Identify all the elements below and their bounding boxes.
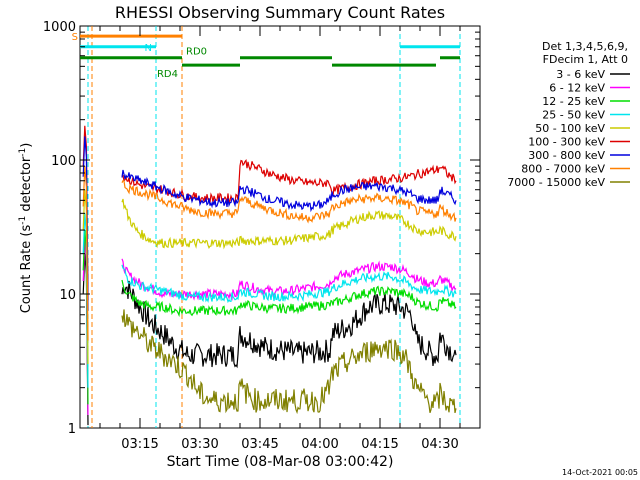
plot-frame [79, 25, 481, 429]
y-tick-label: 10 [59, 288, 76, 303]
x-tick-label: 03:30 [181, 437, 218, 452]
series-lines [82, 125, 457, 426]
x-tick-label: 04:00 [301, 437, 338, 452]
y-axis-label: Count Rate (s-1 detector-1) [18, 143, 34, 314]
x-tick-label: 04:15 [361, 437, 398, 452]
legend-header-line1: Det 1,3,4,5,6,9, [542, 40, 628, 53]
y-axis-label-main: Count Rate (s [19, 225, 34, 314]
axes: 1 10 100 1000 03:15 03:30 03:45 04:00 04:15 04:30 [43, 20, 480, 452]
legend-item-label: 800 - 7000 keV [521, 163, 605, 176]
flag-bars: S N RD0 RD4 [72, 32, 460, 80]
series-line-50-100 [121, 198, 457, 250]
chart-title: RHESSI Observing Summary Count Rates [115, 3, 445, 22]
flag-label-s: S [72, 32, 78, 43]
y-tick-label: 1000 [43, 20, 76, 35]
legend-item-label: 7000 - 15000 keV [507, 176, 605, 189]
legend-item-label: 300 - 800 keV [528, 149, 605, 162]
flag-label-n: N [145, 43, 152, 54]
x-tick-label: 04:30 [421, 437, 458, 452]
legend-item-label: 6 - 12 keV [549, 82, 605, 95]
series-line-25-50 [121, 264, 457, 304]
series-spike-800-7000 [82, 166, 89, 341]
x-tick-label: 03:45 [241, 437, 278, 452]
series-line-300-800 [121, 169, 457, 213]
timestamp-stamp: 14-Oct-2021 00:05 [562, 468, 638, 477]
y-axis-label-mid: detector [19, 156, 34, 216]
series-line-100-300 [121, 158, 457, 206]
legend-item-label: 100 - 300 keV [528, 136, 605, 149]
series-line-7000-15000 [121, 309, 457, 415]
series-line-800-7000 [121, 179, 457, 224]
y-axis-label-end: ) [19, 143, 34, 148]
legend-item-label: 12 - 25 keV [542, 95, 605, 108]
flag-label-rd4: RD4 [157, 69, 178, 80]
legend: Det 1,3,4,5,6,9, FDecim 1, Att 0 3 - 6 k… [507, 40, 630, 189]
vertical-markers [87, 26, 461, 428]
series-line-12-25 [121, 279, 457, 318]
x-tick-label: 03:15 [121, 437, 158, 452]
x-axis-label: Start Time (08-Mar-08 03:00:42) [167, 454, 394, 470]
y-tick-label: 1 [68, 422, 76, 437]
y-axis-label-sup2: -1 [18, 148, 28, 157]
legend-item-label: 50 - 100 keV [535, 122, 605, 135]
flag-label-rd0: RD0 [186, 47, 207, 58]
y-axis-label-sup1: -1 [18, 216, 28, 225]
legend-item-label: 3 - 6 keV [556, 68, 605, 81]
legend-header-line2: FDecim 1, Att 0 [543, 53, 628, 66]
y-tick-label: 100 [51, 154, 76, 169]
legend-item-label: 25 - 50 keV [542, 109, 605, 122]
